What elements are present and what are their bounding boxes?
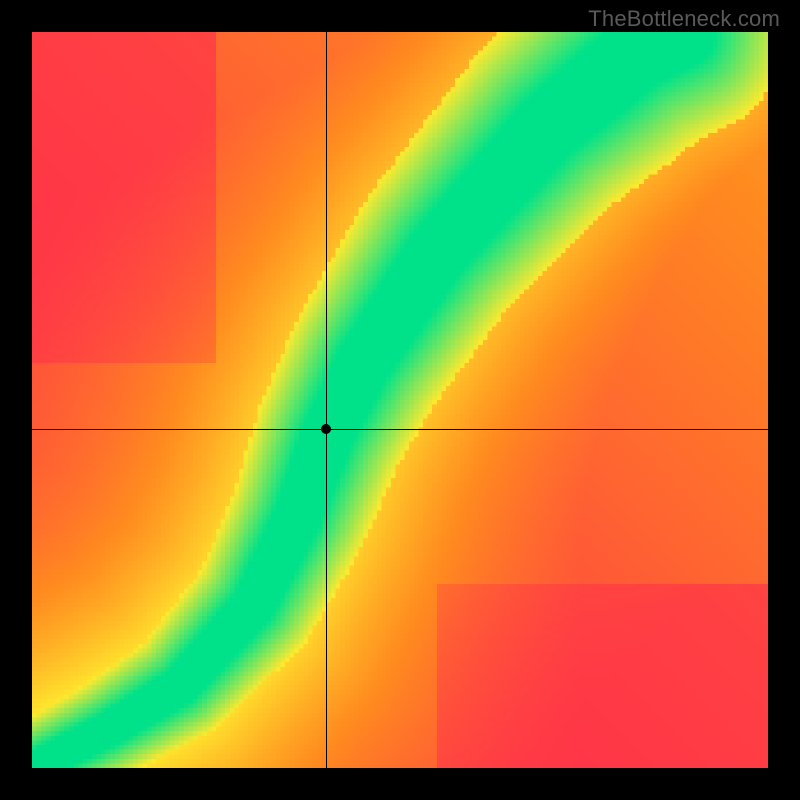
plot-area — [32, 32, 768, 768]
crosshair-horizontal — [32, 429, 768, 430]
bottleneck-heatmap — [32, 32, 768, 768]
watermark-text: TheBottleneck.com — [588, 6, 780, 32]
crosshair-vertical — [326, 32, 327, 768]
chart-frame: TheBottleneck.com — [0, 0, 800, 800]
